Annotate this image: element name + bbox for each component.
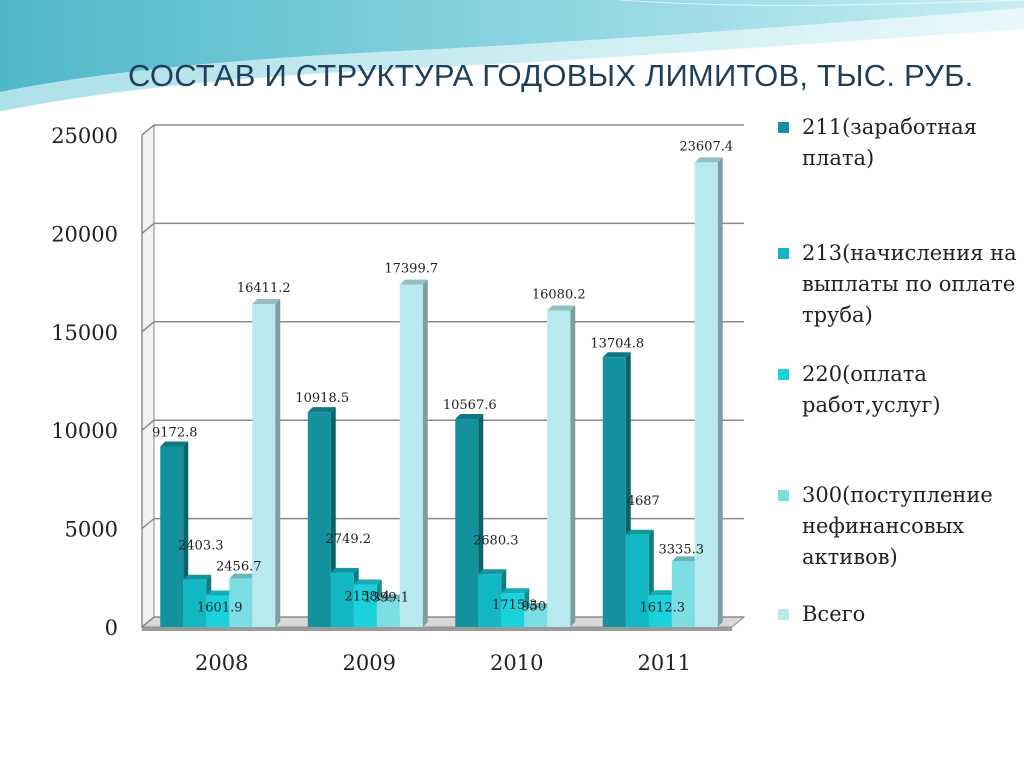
legend-swatch <box>778 369 789 380</box>
bar <box>252 304 276 627</box>
bar <box>478 574 502 627</box>
bar-top <box>501 588 530 594</box>
data-label: 1715.3 <box>492 598 538 613</box>
bar <box>183 579 207 627</box>
bar-top <box>376 594 405 600</box>
data-label: 950 <box>521 599 546 614</box>
data-label: 9172.8 <box>152 425 198 440</box>
data-label: 4687 <box>627 494 660 509</box>
bar-top <box>399 279 428 285</box>
bar-top <box>625 529 654 535</box>
x-tick-label: 2011 <box>638 651 691 675</box>
bar <box>602 357 626 627</box>
bar-top <box>307 407 336 413</box>
data-label: 17399.7 <box>384 262 438 277</box>
bar <box>376 599 400 627</box>
legend-label: 300(поступление нефинансовых активов) <box>802 483 993 569</box>
slide-title: СОСТАВ И СТРУКТУРА ГОДОВЫХ ЛИМИТОВ, ТЫС.… <box>128 58 974 93</box>
data-label: 13704.8 <box>590 336 644 351</box>
x-tick-label: 2010 <box>490 651 543 675</box>
data-label: 2158.4 <box>345 590 391 605</box>
bar <box>648 595 672 627</box>
data-label: 2456.7 <box>216 560 262 575</box>
bar-top <box>330 567 359 573</box>
bar-top <box>694 157 723 163</box>
bar-top <box>183 574 212 580</box>
bar <box>353 584 377 627</box>
y-tick-label: 15000 <box>51 321 118 345</box>
bar-side <box>570 305 576 627</box>
x-tick-label: 2009 <box>343 651 396 675</box>
data-label: 16080.2 <box>532 288 586 303</box>
bar-top <box>524 603 553 609</box>
data-label: 10918.5 <box>295 391 349 406</box>
bar <box>330 572 354 627</box>
bar <box>399 284 423 627</box>
legend-label: 213(начисления на выплаты по оплате труб… <box>802 241 1017 327</box>
data-label: 2749.2 <box>326 532 372 547</box>
legend-swatch <box>778 609 789 620</box>
data-label: 16411.2 <box>237 281 291 296</box>
gridline <box>141 222 744 234</box>
bar-top <box>455 414 484 420</box>
legend-swatch <box>778 122 789 133</box>
data-label: 23607.4 <box>679 139 733 154</box>
header-wave-decoration <box>0 0 1024 113</box>
data-label: 1601.9 <box>197 600 243 615</box>
bar-top <box>206 590 235 596</box>
bar <box>547 310 571 627</box>
bar-side <box>717 157 723 627</box>
data-label: 3335.3 <box>659 542 705 557</box>
bar <box>206 595 230 627</box>
bar-top <box>353 579 382 585</box>
bar-top <box>648 590 677 596</box>
y-tick-label: 0 <box>105 616 118 640</box>
bar-side <box>275 299 281 627</box>
data-label: 2403.3 <box>178 539 224 554</box>
data-label: 10567.6 <box>443 398 497 413</box>
bar-top <box>160 441 189 447</box>
legend-swatch <box>778 490 789 501</box>
data-label: 1399.1 <box>364 590 410 605</box>
data-label: 1612.3 <box>640 600 686 615</box>
bar-side <box>422 279 428 627</box>
chart-side-wall <box>141 123 155 629</box>
bar-top <box>229 573 258 579</box>
x-tick-label: 2008 <box>195 651 248 675</box>
bar-top <box>478 569 507 575</box>
data-label: 2680.3 <box>473 533 519 548</box>
bar-top <box>252 299 281 305</box>
gridline <box>141 419 744 431</box>
bar <box>307 412 331 627</box>
legend-label: Всего <box>802 602 866 626</box>
y-tick-label: 5000 <box>65 518 118 542</box>
gridline <box>141 321 744 333</box>
bar <box>671 561 695 627</box>
y-tick-label: 25000 <box>51 124 118 148</box>
bar <box>625 534 649 627</box>
y-tick-label: 20000 <box>51 222 118 246</box>
bar <box>694 162 718 627</box>
bar-top <box>602 352 631 358</box>
legend-label: 220(оплата работ,услуг) <box>802 362 941 417</box>
bar-top <box>671 556 700 562</box>
bar <box>160 446 184 627</box>
legend-label: 211(заработная плата) <box>802 115 977 170</box>
gridline <box>141 124 744 136</box>
bar <box>229 578 253 627</box>
bar <box>501 593 525 627</box>
chart-floor-edge <box>142 627 732 631</box>
gridline <box>141 517 744 530</box>
bar <box>455 419 479 627</box>
bar <box>524 608 548 627</box>
y-tick-label: 10000 <box>51 419 118 443</box>
legend-swatch <box>778 248 789 259</box>
bar-top <box>547 305 576 311</box>
